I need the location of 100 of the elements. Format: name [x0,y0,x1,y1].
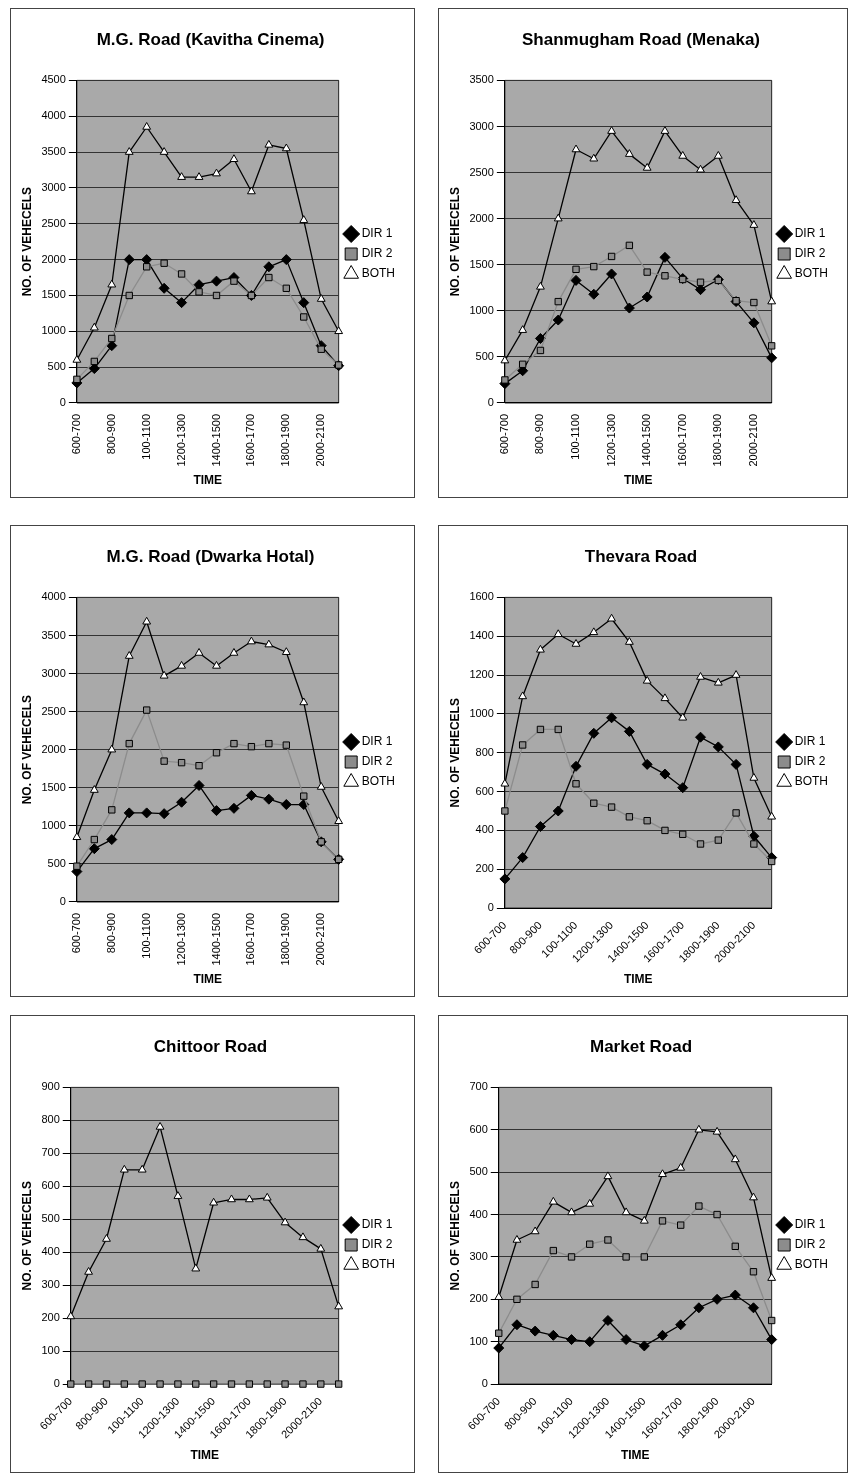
y-tick-label: 200 [41,1311,60,1324]
y-tick-label: 1500 [469,257,494,270]
y-tick-label: 4000 [41,109,66,122]
y-tick-label: 3500 [41,628,66,641]
chart-title: Thevara Road [584,546,698,566]
y-tick-label: 3500 [469,73,494,86]
y-tick-label: 700 [469,1080,488,1093]
x-axis-title: TIME [623,473,653,488]
y-tick-label: 1000 [469,303,494,316]
x-tick-label: 1400-1500 [209,913,222,966]
x-tick-label: 2000-2100 [746,414,759,467]
y-tick-label: 400 [469,1207,488,1220]
y-tick-label: 2500 [469,165,494,178]
legend-label: DIR 2 [361,1237,393,1252]
y-tick-label: 2500 [41,216,66,229]
y-tick-label: 3000 [469,119,494,132]
y-tick-label: 3500 [41,145,66,158]
y-tick-label: 600 [469,1122,488,1135]
y-tick-label: 300 [469,1249,488,1262]
y-axis-title: NO. OF VEHECELS [447,1181,462,1291]
y-tick-label: 500 [41,1212,60,1225]
y-tick-label: 0 [481,1377,488,1390]
x-tick-label: 800-900 [104,913,117,954]
x-tick-label: 1600-1700 [244,414,257,467]
x-tick-label: 1600-1700 [675,414,688,467]
y-tick-label: 1500 [41,288,66,301]
legend-label: DIR 1 [361,1217,393,1232]
y-tick-label: 600 [475,784,494,797]
x-tick-label: 1200-1300 [174,414,187,467]
legend-label: BOTH [361,774,396,789]
chart-title: Chittoor Road [153,1036,268,1056]
y-tick-label: 1600 [469,590,494,603]
y-tick-label: 100 [41,1344,60,1357]
y-axis-title: NO. OF VEHECELS [19,695,34,805]
x-tick-label: 1800-1900 [279,913,292,966]
legend-label: DIR 1 [361,734,393,749]
y-tick-label: 3000 [41,666,66,679]
y-axis-title: NO. OF VEHECELS [447,187,462,297]
x-axis-title: TIME [193,473,223,488]
y-tick-label: 1200 [469,668,494,681]
y-tick-label: 400 [41,1245,60,1258]
x-tick-label: 1200-1300 [604,414,617,467]
x-tick-label: 600-700 [497,414,510,455]
x-tick-label: 800-900 [104,414,117,455]
y-tick-label: 3000 [41,180,66,193]
x-tick-label: 100-1100 [139,414,152,460]
legend-label: DIR 2 [361,246,393,261]
legend-label: BOTH [794,266,829,281]
legend-label: DIR 2 [794,246,826,261]
x-axis-title: TIME [193,972,223,987]
x-axis-title: TIME [620,1448,650,1463]
x-tick-label: 600-700 [69,913,82,954]
y-tick-label: 2500 [41,704,66,717]
y-tick-label: 2000 [469,211,494,224]
y-tick-label: 500 [469,1165,488,1178]
y-tick-label: 1500 [41,780,66,793]
y-axis-title: NO. OF VEHECELS [447,698,462,808]
legend-label: DIR 1 [794,734,826,749]
y-tick-label: 800 [475,745,494,758]
y-tick-label: 800 [41,1113,60,1126]
x-tick-label: 600-700 [69,414,82,455]
y-tick-label: 4500 [41,73,66,86]
y-tick-label: 0 [487,396,494,409]
y-tick-label: 500 [475,349,494,362]
y-tick-label: 0 [487,901,494,914]
x-tick-label: 1600-1700 [244,913,257,966]
y-tick-label: 1400 [469,629,494,642]
x-tick-label: 1200-1300 [174,913,187,966]
chart-title: Shanmugham Road (Menaka) [521,29,761,49]
x-tick-label: 2000-2100 [314,414,327,467]
y-tick-label: 100 [469,1334,488,1347]
x-tick-label: 100-1100 [139,913,152,959]
y-tick-label: 400 [475,823,494,836]
y-tick-label: 1000 [41,324,66,337]
chart-title: M.G. Road (Kavitha Cinema) [96,29,325,49]
legend-label: BOTH [794,1257,829,1272]
y-tick-label: 0 [59,396,66,409]
y-tick-label: 4000 [41,590,66,603]
x-tick-label: 1800-1900 [711,414,724,467]
x-tick-label: 2000-2100 [314,913,327,966]
legend-label: BOTH [361,1257,396,1272]
x-tick-label: 100-1100 [569,414,582,460]
x-tick-label: 1800-1900 [279,414,292,467]
y-tick-label: 200 [475,862,494,875]
y-tick-label: 1000 [469,706,494,719]
x-tick-label: 1400-1500 [640,414,653,467]
y-tick-label: 900 [41,1080,60,1093]
y-tick-label: 300 [41,1278,60,1291]
y-tick-label: 2000 [41,742,66,755]
y-tick-label: 500 [47,360,66,373]
y-tick-label: 0 [59,895,66,908]
legend-label: DIR 2 [794,754,826,769]
legend-label: DIR 1 [794,226,826,241]
x-axis-title: TIME [190,1448,220,1463]
y-axis-title: NO. OF VEHECELS [19,1181,34,1291]
y-tick-label: 700 [41,1146,60,1159]
legend-label: DIR 1 [361,226,393,241]
y-tick-label: 200 [469,1292,488,1305]
x-tick-label: 1400-1500 [209,414,222,467]
y-tick-label: 500 [47,856,66,869]
